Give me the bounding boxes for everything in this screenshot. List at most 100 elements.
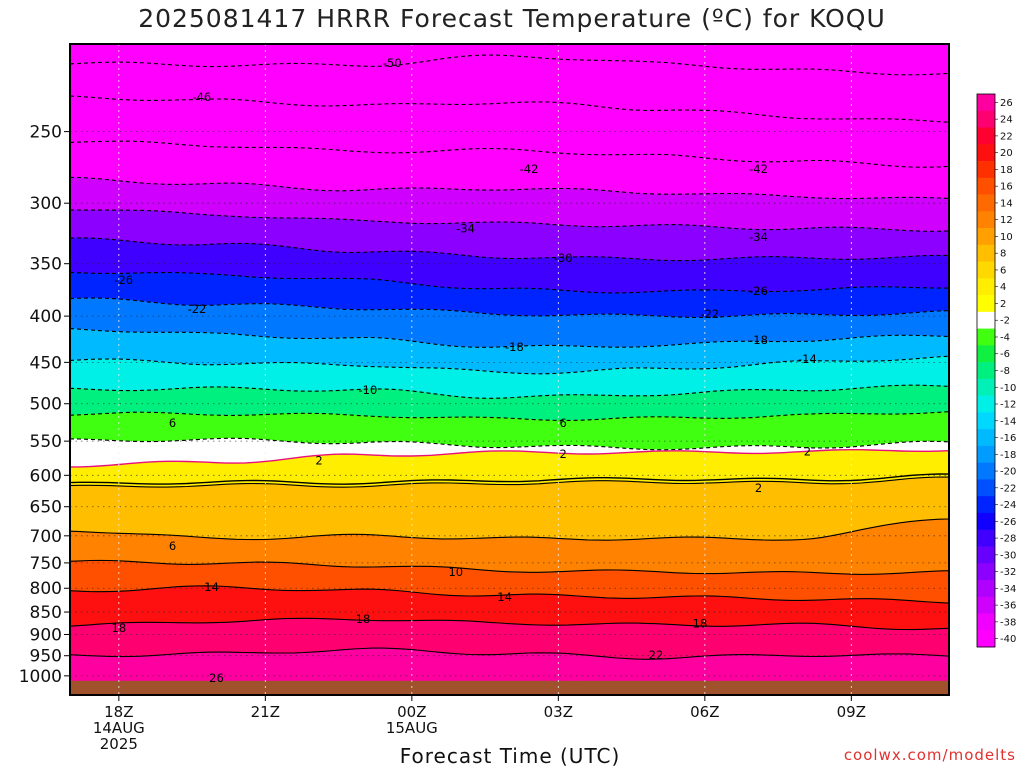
colorbar-tick-label: -2 [1000,316,1010,327]
colorbar-tick-label: 4 [1000,282,1006,293]
colorbar-swatch [977,596,995,614]
y-tick-label: 500 [30,395,62,415]
contour-line [70,473,949,485]
contour-label: 2 [804,445,811,459]
contour-label: -22 [700,307,719,321]
colorbar-tick-label: 20 [1000,148,1013,159]
colorbar-tick-label: -28 [1000,534,1016,545]
contour-label: -26 [114,273,133,287]
contour-label: 6 [169,539,176,553]
colorbar-tick-label: 14 [1000,198,1013,209]
contour-label: 2 [560,447,567,461]
y-tick-label: 1000 [19,667,62,687]
colorbar-tick-label: -32 [1000,567,1016,578]
colorbar-swatch [977,462,995,480]
colorbar-legend: 26 24 22 20 18 16 14 12 10 8 6 4 2 -2 -4 -6 -8 -10 -12 -14 -… [976,93,1016,648]
contour-label: -42 [749,162,768,176]
x-tick-label: 2025 [100,735,138,753]
colorbar-tick-label: 22 [1000,131,1013,142]
colorbar-swatch [977,579,995,598]
colorbar-swatch [977,412,995,430]
y-tick-label: 750 [30,554,62,574]
contour-label: -50 [383,56,402,70]
colorbar-tick-label: -40 [1000,634,1016,645]
contour-label: 22 [649,648,664,662]
colorbar-tick-label: -16 [1000,433,1016,444]
x-tick-label: 03Z [544,703,573,721]
credit-link[interactable]: coolwx.com/modelts [843,746,1016,764]
contour-line [70,476,949,488]
colorbar-tick-label: 24 [1000,115,1013,126]
contour-label: 18 [356,612,371,626]
colorbar-swatch [977,378,995,396]
contour-label: -34 [456,222,475,236]
contour-line [70,559,949,575]
colorbar-swatch [977,94,995,112]
colorbar-swatch [977,563,995,581]
plot-frame [69,43,950,696]
colorbar-tick-label: -20 [1000,467,1016,478]
contour-label: 18 [693,616,708,630]
contour-label: 6 [169,416,176,430]
contour-label: -14 [798,352,817,366]
colorbar-tick-label: -18 [1000,450,1016,461]
x-axis-label: Forecast Time (UTC) [399,744,621,768]
contour-label: 6 [560,416,567,430]
colorbar-swatch [977,395,995,413]
y-tick-label: 650 [30,498,62,518]
colorbar-swatch [977,445,995,463]
chart-title: 2025081417 HRRR Forecast Temperature (ºC… [138,4,886,33]
colorbar-swatch [977,345,995,363]
colorbar-tick-label: -38 [1000,617,1016,628]
colorbar-tick-label: -14 [1000,416,1016,427]
x-tick-label: 15AUG [386,719,438,737]
colorbar-swatch [977,613,995,631]
colorbar-tick-label: -6 [1000,349,1010,360]
contour-line [70,585,949,604]
colorbar-swatch [977,194,995,212]
temp-band [70,476,949,541]
colorbar-tick-label: -26 [1000,517,1016,528]
colorbar-swatch [977,479,995,497]
x-tick-label: 21Z [251,703,280,721]
contour-label: 2 [755,481,762,495]
colorbar-swatch [977,362,995,380]
colorbar-swatch [977,110,995,128]
contour-line [70,449,949,468]
contour-label: -18 [505,340,524,354]
colorbar-swatch [977,630,995,648]
contour-label: -30 [554,251,573,265]
colorbar-swatch [977,328,995,346]
contour-line [70,647,949,660]
colorbar-swatch [977,228,995,246]
colorbar-tick-label: -12 [1000,400,1016,411]
x-tick-label: 06Z [690,703,719,721]
contour-label: -42 [520,162,539,176]
contour-label: 14 [497,590,512,604]
colorbar-tick-label: 8 [1000,249,1006,260]
colorbar-tick-label: -24 [1000,500,1016,511]
colorbar-swatch [977,295,995,313]
colorbar-tick-label: 16 [1000,182,1013,193]
colorbar-swatch [977,546,995,564]
contour-label: -22 [188,302,207,316]
y-tick-label: 550 [30,432,62,452]
contour-label: 18 [112,621,127,635]
y-tick-label: 850 [30,603,62,623]
colorbar-swatch [977,244,995,262]
temperature-contours [70,54,949,695]
contour-label: -18 [749,333,768,347]
contour-labels: -50 -46 -42 -42 -34 -34 -30 -26 -26 -22 -22 -18 -18 -… [112,56,817,685]
y-tick-label: 450 [30,353,62,373]
colorbar-swatch [977,211,995,229]
contour-label: -26 [749,284,768,298]
y-tick-label: 300 [30,194,62,214]
y-axis: 2503003504004505005506006507007508008509… [19,123,70,687]
y-tick-label: 800 [30,579,62,599]
colorbar-tick-label: -8 [1000,366,1010,377]
colorbar-swatch [977,512,995,530]
colorbar-tick-label: -10 [1000,383,1016,394]
colorbar-swatch [977,429,995,447]
